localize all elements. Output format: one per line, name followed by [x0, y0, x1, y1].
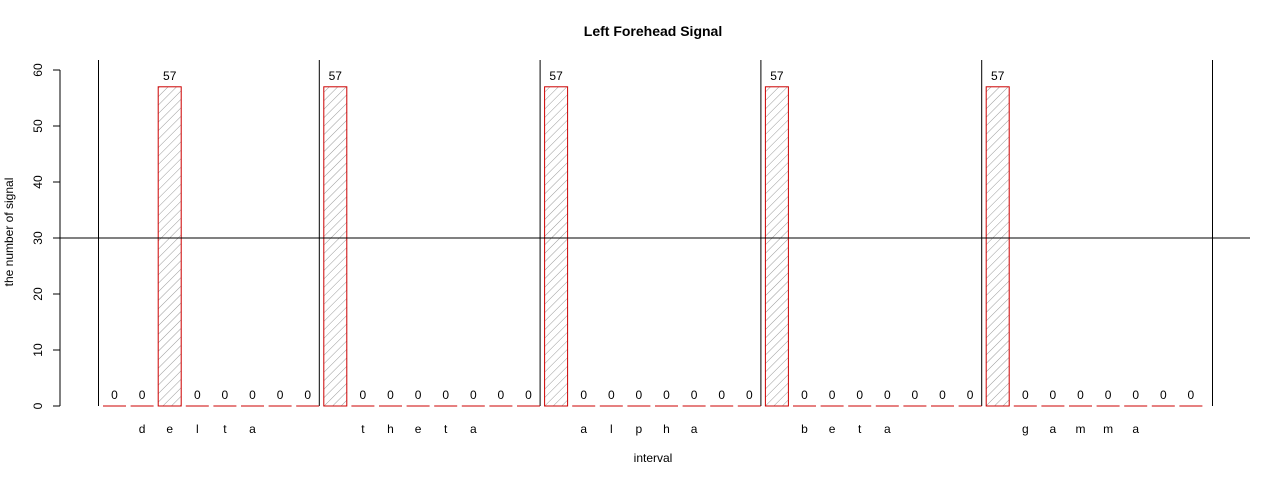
y-tick-label: 60 — [31, 63, 45, 77]
group-label-letter: t — [444, 422, 448, 436]
group-label-letter: e — [166, 422, 173, 436]
group-label-letter: l — [196, 422, 199, 436]
group-label-letter: b — [801, 422, 808, 436]
data-label: 0 — [1050, 388, 1057, 402]
group-label-letter: a — [1050, 422, 1057, 436]
data-label: 0 — [249, 388, 256, 402]
data-label: 0 — [498, 388, 505, 402]
data-label: 0 — [856, 388, 863, 402]
bar — [157, 86, 182, 407]
data-label: 0 — [139, 388, 146, 402]
data-label: 0 — [691, 388, 698, 402]
data-label: 0 — [636, 388, 643, 402]
data-label: 0 — [1105, 388, 1112, 402]
data-label: 0 — [718, 388, 725, 402]
y-axis: 0 10 20 30 40 50 60 — [31, 63, 61, 409]
data-label: 57 — [163, 69, 177, 83]
group-label-letter: a — [470, 422, 477, 436]
data-label: 0 — [360, 388, 367, 402]
x-axis-label: interval — [634, 451, 673, 465]
data-label: 0 — [470, 388, 477, 402]
data-label: 0 — [222, 388, 229, 402]
y-tick-label: 40 — [31, 175, 45, 189]
y-tick-label: 30 — [31, 231, 45, 245]
group-label-letter: a — [691, 422, 698, 436]
data-label: 0 — [1160, 388, 1167, 402]
group-label-letter: m — [1103, 422, 1113, 436]
group-label-letter: a — [249, 422, 256, 436]
data-label: 0 — [1188, 388, 1195, 402]
group-label-letter: a — [884, 422, 891, 436]
data-label: 0 — [1132, 388, 1139, 402]
data-label: 0 — [442, 388, 449, 402]
group-separators — [98, 60, 1213, 406]
group-label-letter: h — [663, 422, 670, 436]
data-label: 0 — [415, 388, 422, 402]
data-label: 0 — [912, 388, 919, 402]
data-label: 0 — [580, 388, 587, 402]
group-label-letter: a — [580, 422, 587, 436]
data-label: 0 — [1077, 388, 1084, 402]
group-label-letter: t — [361, 422, 365, 436]
data-label: 0 — [884, 388, 891, 402]
data-label: 0 — [111, 388, 118, 402]
group-label-letter: t — [223, 422, 227, 436]
bar — [764, 86, 789, 407]
data-label: 0 — [194, 388, 201, 402]
group-label-letter: l — [610, 422, 613, 436]
group-label-letter: a — [1132, 422, 1139, 436]
bar — [323, 86, 348, 407]
data-label: 0 — [277, 388, 284, 402]
data-label: 0 — [1022, 388, 1029, 402]
group-label-letter: m — [1076, 422, 1086, 436]
group-label-letter: e — [829, 422, 836, 436]
group-label-letter: t — [858, 422, 862, 436]
data-label: 0 — [387, 388, 394, 402]
data-label: 0 — [608, 388, 615, 402]
data-label: 0 — [525, 388, 532, 402]
data-label: 0 — [939, 388, 946, 402]
data-label: 0 — [829, 388, 836, 402]
data-label: 0 — [663, 388, 670, 402]
bar — [985, 86, 1010, 407]
data-label: 0 — [304, 388, 311, 402]
data-label: 57 — [770, 69, 784, 83]
y-tick-label: 50 — [31, 119, 45, 133]
y-tick-label: 0 — [31, 402, 45, 409]
bar — [544, 86, 569, 407]
group-label-letter: h — [387, 422, 394, 436]
group-label-letter: d — [139, 422, 146, 436]
data-label: 57 — [549, 69, 563, 83]
data-label: 0 — [801, 388, 808, 402]
chart-title: Left Forehead Signal — [584, 23, 722, 39]
data-label: 0 — [967, 388, 974, 402]
bars: 0 0 57 0 0 0 0 0 57 0 0 0 0 0 0 0 57 0 0 0 0 0 0 0 57 0 0 0 0 0 0 0 57 0 0… — [103, 69, 1203, 407]
data-label: 0 — [746, 388, 753, 402]
y-tick-label: 20 — [31, 287, 45, 301]
group-label-letter: g — [1022, 422, 1029, 436]
data-label: 57 — [329, 69, 343, 83]
group-label-letter: p — [636, 422, 643, 436]
data-label: 57 — [991, 69, 1005, 83]
y-tick-label: 10 — [31, 343, 45, 357]
group-label-letter: e — [415, 422, 422, 436]
y-axis-label: the number of signal — [2, 178, 16, 287]
